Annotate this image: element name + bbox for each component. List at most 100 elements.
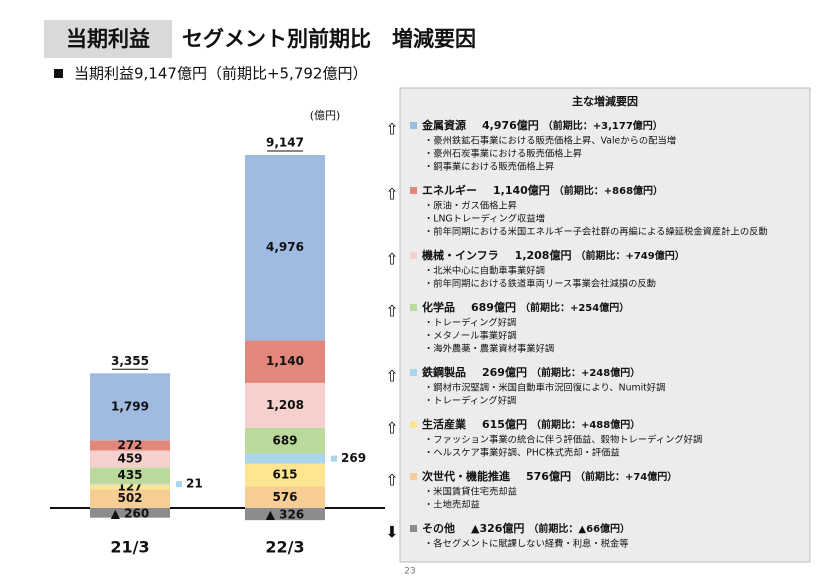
item-amount: ▲326億円 (471, 521, 524, 535)
item-change: （前期比：+248億円） (531, 366, 640, 379)
legend-label: その他 (422, 521, 455, 535)
legend-swatch (410, 421, 417, 428)
bar-segment (90, 483, 170, 485)
item-change: （前期比：+3,177億円） (543, 119, 663, 132)
bar-segment (90, 373, 170, 441)
bar-segment (245, 486, 325, 508)
item-amount: 689億円 (471, 300, 516, 314)
value-label: 576 (272, 490, 297, 504)
legend-label: エネルギー (422, 183, 477, 197)
value-label: 21 (186, 477, 203, 491)
item-note: ・米国賃貸住宅売却益 (424, 486, 517, 498)
bar-segment (245, 427, 325, 454)
item-note: ・トレーディング好調 (424, 317, 516, 329)
item-amount: 1,208億円 (515, 248, 572, 262)
value-label: 615 (272, 468, 297, 482)
item-note: ・ファッション事業の統合に伴う評価益、穀物トレーディング好調 (424, 434, 702, 446)
title-box (44, 20, 172, 58)
value-label: 1,140 (266, 354, 304, 368)
item-note: ・前年同期における米国エネルギー子会社群の再編による繰延税金資産計上の反動 (424, 226, 768, 238)
label-swatch (176, 481, 182, 488)
value-label: 1,208 (266, 398, 304, 412)
page-number: 23 (404, 567, 415, 577)
bar-segment (245, 382, 325, 428)
item-change: （前期比：+749億円） (575, 249, 684, 262)
item-heading: 鉄鋼製品 269億円 （前期比：+248億円） (422, 365, 640, 379)
item-note: ・北米中心に自動車事業好調 (424, 265, 545, 277)
item-note: ・海外農薬・農業資材事業好調 (424, 343, 554, 355)
bar-segment (90, 489, 170, 508)
arrow: ⇧ (385, 302, 398, 321)
bar-segment (245, 340, 325, 383)
value-label: 502 (117, 491, 142, 505)
value-label: 459 (117, 452, 142, 466)
bar-segment (245, 508, 325, 521)
legend-label: 金属資源 (421, 118, 466, 132)
item-heading: 化学品 689億円 （前期比：+254億円） (422, 300, 629, 314)
bar-segment (245, 453, 325, 464)
item-change: （前期比：+488億円） (531, 418, 640, 431)
title: セグメント別前期比 増減要因 (182, 27, 476, 51)
legend-label: 化学品 (422, 300, 455, 314)
item-change: （前期比：▲66億円） (528, 522, 630, 535)
value-label: 4,976 (266, 240, 304, 254)
item-note: ・トレーディング好調 (424, 395, 516, 407)
legend-label: 機械・インフラ (422, 248, 499, 262)
item-amount: 1,140億円 (493, 183, 550, 197)
item-note: ・豪州鉄鉱石事業における販売価格上昇、Valeからの配当増 (424, 135, 676, 147)
value-label: ▲ 260 (111, 506, 149, 520)
item-heading: その他 ▲326億円 （前期比：▲66億円） (422, 521, 630, 535)
legend-swatch (410, 473, 417, 480)
item-heading: 次世代・機能推進 576億円 （前期比：+74億円） (422, 469, 677, 483)
category-label: 21/3 (110, 538, 149, 557)
item-amount: 576億円 (526, 469, 571, 483)
item-note: ・ヘルスケア事業好調、PHC株式売却・評価益 (424, 447, 620, 459)
bar-segment (245, 155, 325, 341)
legend-swatch (410, 252, 417, 259)
item-change: （前期比：+868億円） (554, 184, 663, 197)
item-note: ・原油・ガス価格上昇 (424, 200, 517, 212)
panel-title: 主な増減要因 (572, 94, 638, 108)
legend-swatch (410, 304, 417, 311)
value-label: 269 (341, 451, 366, 465)
bar-segment (90, 484, 170, 490)
bar-segment (90, 450, 170, 468)
unit: (億円) (310, 109, 341, 122)
bar-segment (90, 508, 170, 518)
item-amount: 269億円 (482, 365, 527, 379)
item-note: ・LNGトレーディング収益増 (424, 213, 545, 225)
item-change: （前期比：+74億円） (575, 470, 677, 483)
arrow: ⇧ (385, 471, 398, 490)
arrow: ⇧ (385, 419, 398, 438)
category-label: 22/3 (265, 538, 304, 557)
bar-segment (245, 463, 325, 487)
value-label: 689 (272, 433, 297, 447)
arrow: ⬇ (385, 523, 398, 542)
panel (399, 87, 811, 563)
total-label: 3,355 (111, 354, 149, 368)
legend-swatch (410, 122, 417, 129)
legend-label: 生活産業 (422, 417, 467, 431)
bullet (54, 69, 63, 78)
item-note: ・鋼材市況堅調・米国自動車市況回復により、Numit好調 (424, 382, 665, 394)
value-label: 1,799 (111, 399, 149, 413)
item-note: ・各セグメントに賦課しない経費・利息・税金等 (424, 538, 629, 550)
item-amount: 615億円 (482, 417, 527, 431)
item-note: ・土地売却益 (424, 499, 480, 511)
item-note: ・メタノール事業好調 (424, 330, 517, 342)
legend-swatch (410, 187, 417, 194)
value-label: 435 (117, 468, 142, 482)
legend-label: 鉄鋼製品 (422, 365, 466, 379)
item-heading: 生活産業 615億円 （前期比：+488億円） (422, 417, 640, 431)
item-note: ・前年同期における鉄道車両リース事業会社減損の反動 (424, 278, 656, 290)
item-note: ・銅事業における販売価格上昇 (424, 161, 554, 173)
title-box-text: 当期利益 (66, 27, 150, 51)
bar-segment (90, 467, 170, 484)
value-label: 272 (117, 438, 142, 452)
legend-swatch (410, 525, 417, 532)
subtitle: 当期利益9,147億円（前期比+5,792億円） (74, 65, 367, 83)
legend-label: 次世代・機能推進 (422, 469, 511, 483)
legend-swatch (410, 369, 417, 376)
item-heading: エネルギー 1,140億円 （前期比：+868億円） (422, 183, 663, 197)
